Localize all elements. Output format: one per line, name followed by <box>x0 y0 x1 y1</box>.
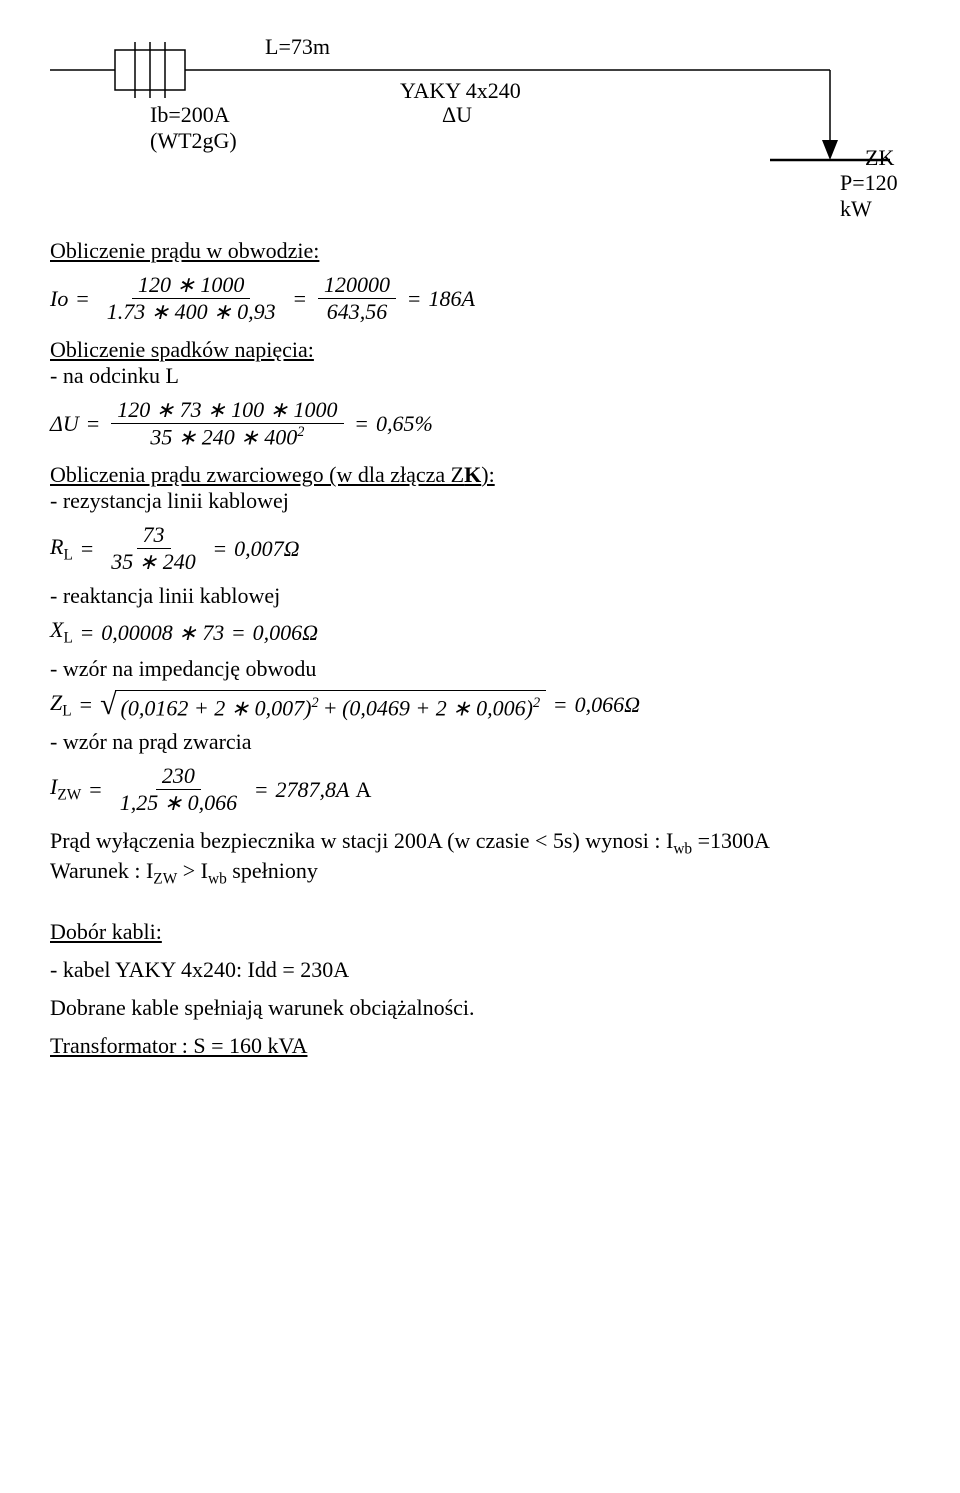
circuit-diagram: L=73m YAKY 4x240 Ib=200A (WT2gG) ΔU ZK P… <box>50 40 910 220</box>
fuse-info: Prąd wyłączenia bezpiecznika w stacji 20… <box>50 828 910 858</box>
rl-num: 73 <box>137 522 171 549</box>
izw-num: 230 <box>156 763 201 790</box>
formula-izw: IZW = 230 1,25 ∗ 0,066 = 2787,8 A A <box>50 763 910 816</box>
izw-den: 1,25 ∗ 0,066 <box>114 790 243 816</box>
io-symbol: Io <box>50 286 68 312</box>
ib-label: Ib=200A <box>150 102 230 128</box>
izw-unit-i: A <box>336 777 349 803</box>
formula-xl: XL = 0,00008 ∗ 73 = 0,006Ω <box>50 617 910 647</box>
du-den-exp: 2 <box>297 424 304 440</box>
io-num: 120 ∗ 1000 <box>132 272 250 299</box>
formula-rl: RL = 73 35 ∗ 240 = 0,007Ω <box>50 522 910 575</box>
du-den: 35 ∗ 240 ∗ 400 <box>150 424 297 449</box>
io-result: 186 <box>428 286 461 312</box>
du-result: 0,65% <box>376 411 433 437</box>
izw-result: 2787,8 <box>276 777 337 803</box>
impedance-line: - wzór na impedancję obwodu <box>50 656 910 682</box>
cable-selection: - kabel YAKY 4x240: Idd = 230A <box>50 957 910 983</box>
condition-line: Warunek : IZW > Iwb spełniony <box>50 858 910 888</box>
io-mid-den: 643,56 <box>321 299 394 325</box>
formula-du: ΔU = 120 ∗ 73 ∗ 100 ∗ 1000 35 ∗ 240 ∗ 40… <box>50 397 910 450</box>
delta-u-label: ΔU <box>442 102 472 128</box>
du-num: 120 ∗ 73 ∗ 100 ∗ 1000 <box>111 397 343 424</box>
io-unit: A <box>461 286 474 312</box>
wt-label: (WT2gG) <box>150 128 237 154</box>
rl-den: 35 ∗ 240 <box>105 549 201 575</box>
io-mid-num: 120000 <box>318 272 396 299</box>
section-current-title: Obliczenie prądu w obwodzie: <box>50 238 910 264</box>
drop-sub-line: - na odcinku L <box>50 363 910 389</box>
formula-zl: ZL = √ (0,0162 + 2 ∗ 0,007)2 + (0,0469 +… <box>50 690 910 721</box>
xl-result: 0,006Ω <box>253 620 318 646</box>
length-label: L=73m <box>265 34 330 60</box>
section-short-title: Obliczenia prądu zwarciowego (w dla złąc… <box>50 462 910 488</box>
io-den: 1.73 ∗ 400 ∗ 0,93 <box>101 299 282 325</box>
zl-result: 0,066Ω <box>575 692 640 718</box>
dobor-title: Dobór kabli: <box>50 919 910 945</box>
transformer-line: Transformator : S = 160 kVA <box>50 1033 910 1059</box>
power-label: P=120 kW <box>840 170 910 222</box>
rl-result: 0,007Ω <box>234 536 299 562</box>
cable-type-label: YAKY 4x240 <box>400 78 521 104</box>
resistance-line: - rezystancja linii kablowej <box>50 488 910 514</box>
zl-term2: (0,0469 + 2 ∗ 0,006) <box>342 695 533 720</box>
section-drop-title: Obliczenie spadków napięcia: <box>50 337 910 363</box>
izw-line: - wzór na prąd zwarcia <box>50 729 910 755</box>
xl-expr: 0,00008 ∗ 73 <box>101 620 224 646</box>
izw-unit-r: A <box>356 777 372 803</box>
formula-io: Io = 120 ∗ 1000 1.73 ∗ 400 ∗ 0,93 = 1200… <box>50 272 910 325</box>
reactance-line: - reaktancja linii kablowej <box>50 583 910 609</box>
cable-ok: Dobrane kable spełniają warunek obciążal… <box>50 995 910 1021</box>
zl-term1: (0,0162 + 2 ∗ 0,007) <box>121 695 312 720</box>
zk-label: ZK <box>865 145 894 171</box>
du-symbol: ΔU <box>50 411 79 437</box>
